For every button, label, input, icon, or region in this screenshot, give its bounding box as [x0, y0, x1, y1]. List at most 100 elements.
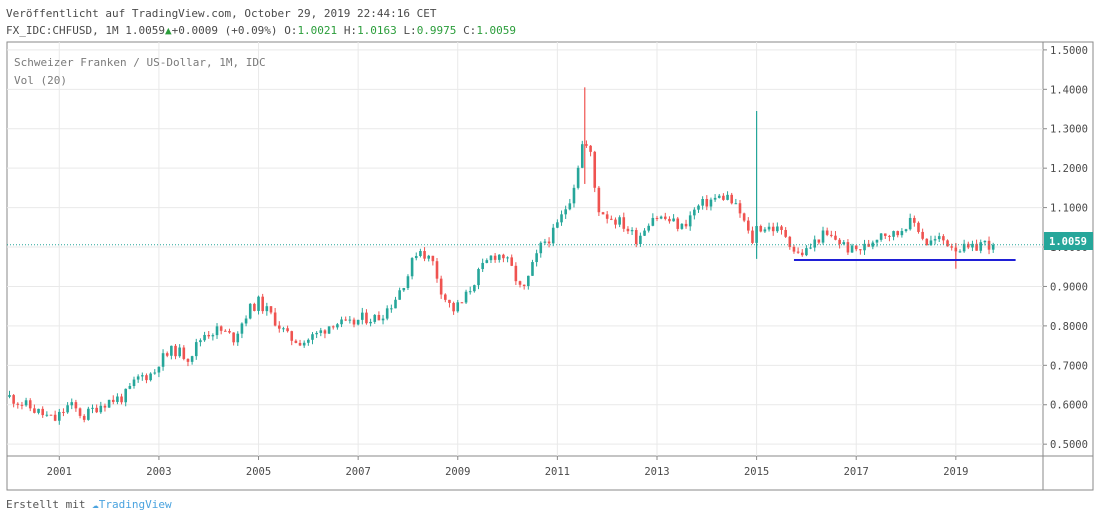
candle-body: [493, 255, 497, 260]
candle-body: [767, 226, 771, 230]
candle-body: [535, 253, 538, 263]
candle-body: [842, 242, 846, 245]
volume-indicator-label: Vol (20): [14, 74, 67, 87]
candle-body: [444, 294, 447, 300]
tradingview-cloud-icon: ☁: [92, 498, 99, 511]
candles: [8, 140, 995, 425]
y-tick-label: 1.5000: [1050, 45, 1088, 57]
candle-body: [360, 312, 364, 320]
candle-body: [456, 302, 460, 312]
candle-body: [224, 330, 227, 332]
candle-body: [871, 242, 875, 247]
triangle-up-icon: ▲: [164, 24, 172, 37]
candle-body: [74, 402, 78, 409]
candle-body: [655, 217, 659, 219]
candle-body: [663, 216, 667, 219]
candle-body: [203, 334, 206, 341]
candle-body: [8, 395, 11, 397]
footer: Erstellt mit ☁TradingView: [6, 498, 172, 511]
candle-body: [892, 231, 895, 237]
candle-body: [614, 219, 617, 225]
candle-body: [821, 230, 825, 243]
candle-body: [593, 151, 597, 188]
candle-body: [431, 255, 435, 262]
candle-body: [730, 194, 734, 204]
candle-body: [531, 262, 534, 276]
candle-body: [153, 372, 157, 374]
candle-body: [610, 218, 613, 220]
candle-body: [572, 187, 576, 204]
candle-body: [747, 220, 750, 231]
candle-body: [99, 405, 103, 413]
candle-body: [751, 230, 754, 243]
y-tick-label: 1.1000: [1050, 203, 1088, 215]
candle-body: [630, 230, 634, 232]
candle-body: [410, 258, 414, 277]
x-tick-label: 2013: [644, 466, 669, 478]
candle-body: [547, 241, 551, 244]
candle-body: [327, 326, 331, 334]
candle-body: [78, 408, 82, 416]
candle-body: [107, 399, 111, 408]
candle-body: [215, 326, 219, 336]
x-tick-label: 2007: [345, 466, 370, 478]
candle-body: [527, 275, 530, 287]
y-tick-label: 0.8000: [1050, 321, 1088, 333]
candle-body: [734, 203, 738, 205]
candle-body: [900, 231, 904, 236]
candle-body: [776, 226, 779, 232]
candle-body: [460, 302, 464, 304]
candle-body: [709, 199, 713, 207]
candle-body: [174, 345, 177, 357]
time-axis[interactable]: 2001 2003 2005 2007 2009 2011 2013 2015 2017 2019: [47, 456, 969, 478]
candle-body: [377, 314, 381, 321]
x-tick-label: 2005: [246, 466, 271, 478]
candle-body: [846, 242, 850, 253]
candle-body: [742, 213, 746, 221]
candle-body: [601, 212, 605, 215]
open-label: O:: [284, 24, 298, 37]
candle-body: [784, 229, 787, 237]
candle-body: [302, 342, 306, 346]
candle-body: [323, 330, 327, 334]
candle-body: [307, 339, 310, 343]
low-label: L:: [403, 24, 417, 37]
candle-body: [439, 278, 443, 295]
candle-body: [946, 240, 949, 247]
candle-body: [622, 217, 626, 229]
candle-body: [726, 194, 729, 200]
candle-body: [597, 187, 601, 213]
y-tick-label: 0.6000: [1050, 400, 1088, 412]
candle-body: [502, 254, 505, 259]
candle-body: [28, 400, 32, 409]
series-title: Schweizer Franken / US-Dollar, 1M, IDC: [14, 56, 266, 69]
footer-brand[interactable]: TradingView: [98, 498, 172, 511]
candle-body: [381, 318, 385, 321]
candle-body: [111, 399, 115, 402]
candle-body: [207, 334, 211, 337]
candle-body: [33, 408, 36, 413]
candle-body: [589, 145, 592, 152]
candle-body: [556, 222, 559, 228]
candle-body: [605, 214, 609, 219]
candle-body: [489, 255, 493, 261]
candle-body: [194, 342, 198, 357]
candle-body: [913, 217, 916, 223]
candle-body: [979, 242, 983, 251]
low-value: 0.9975: [416, 24, 457, 37]
candle-body: [373, 314, 377, 322]
candle-body: [497, 254, 501, 260]
candle-body: [290, 331, 294, 341]
close-value: 1.0059: [476, 24, 517, 37]
published-line: Veröffentlicht auf TradingView.com, Octo…: [6, 7, 436, 20]
candle-body: [543, 241, 547, 243]
candle-body: [120, 396, 123, 403]
candle-body: [20, 404, 24, 406]
candle-body: [136, 376, 140, 380]
candle-body: [70, 402, 74, 406]
candle-body: [394, 299, 397, 309]
candle-body: [668, 218, 671, 222]
candle-body: [390, 308, 393, 310]
x-tick-label: 2003: [146, 466, 171, 478]
